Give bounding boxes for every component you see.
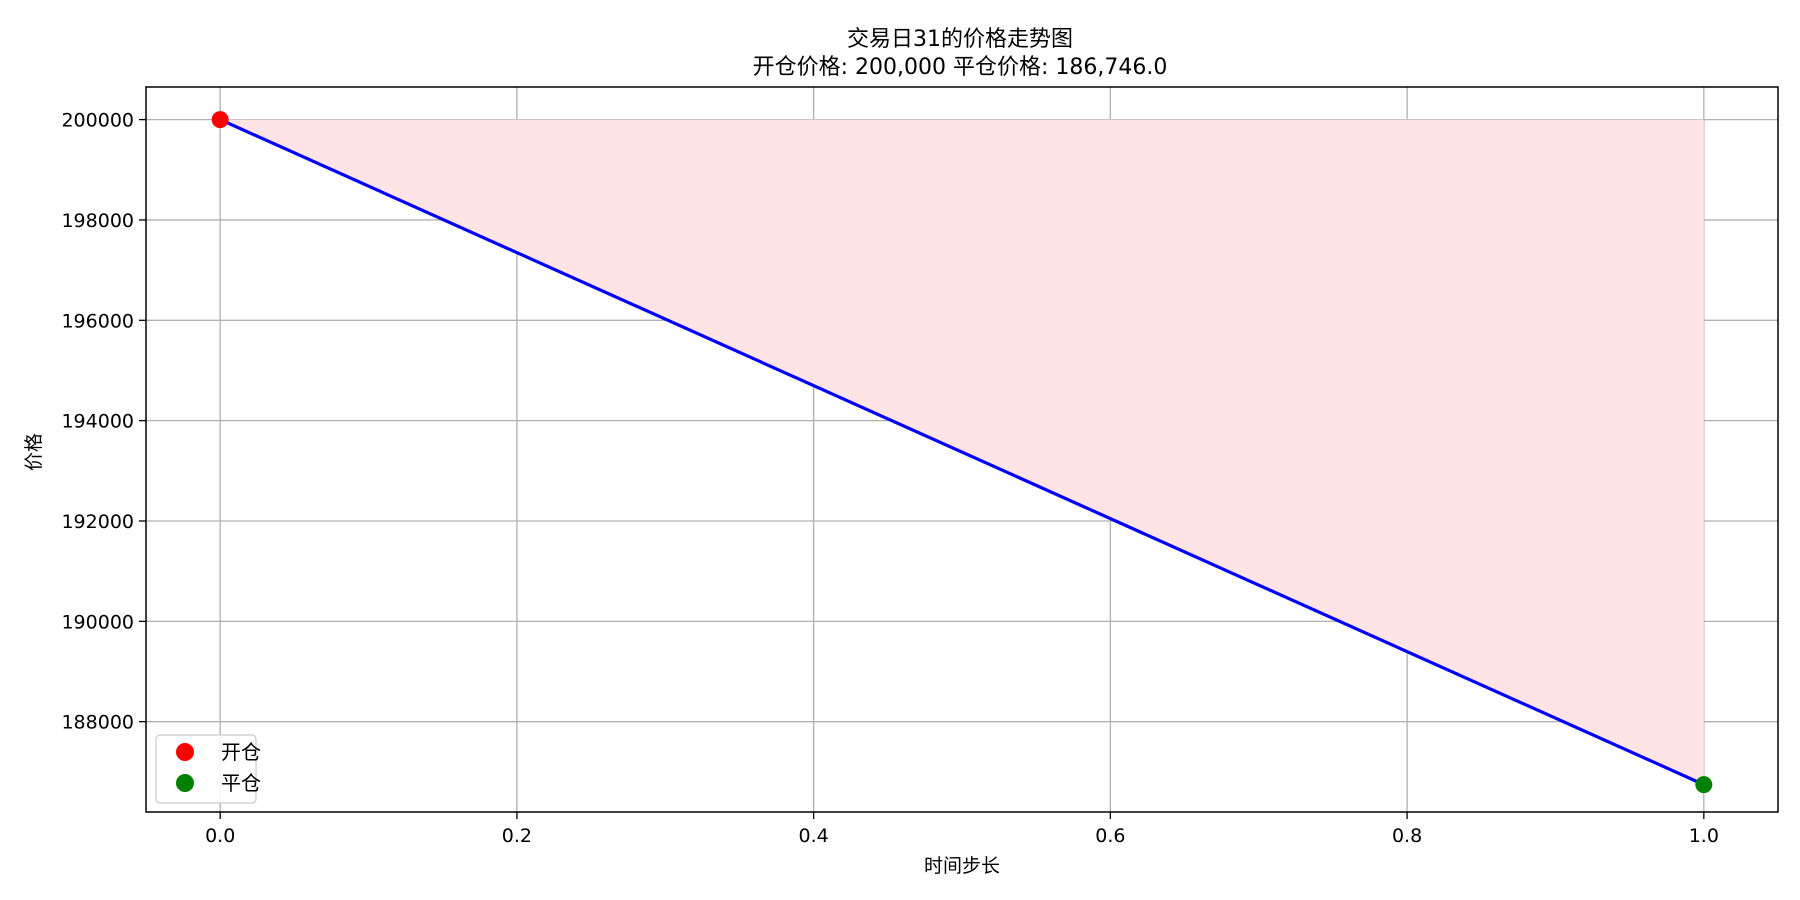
series-layer xyxy=(219,118,1705,787)
x-tick-label-5: 1.0 xyxy=(1689,825,1719,847)
y-axis-label: 价格 xyxy=(23,433,45,471)
price-line-0 xyxy=(219,118,1705,787)
x-tick-label-3: 0.6 xyxy=(1095,825,1125,847)
points-layer xyxy=(211,111,1713,794)
y-tick-label-5: 198000 xyxy=(61,210,134,232)
x-tick-label-4: 0.8 xyxy=(1392,825,1422,847)
chart-subtitle: 开仓价格: 200,000 平仓价格: 186,746.0 xyxy=(753,55,1168,80)
marker-point-1 xyxy=(1695,776,1713,794)
legend-label-1: 平仓 xyxy=(221,771,261,795)
x-axis-ticks: 0.0 0.2 0.4 0.6 0.8 1.0 xyxy=(205,812,1719,847)
x-tick-label-1: 0.2 xyxy=(502,825,532,847)
legend-marker-0 xyxy=(176,743,194,761)
y-tick-label-3: 194000 xyxy=(61,411,134,433)
marker-point-0 xyxy=(211,111,229,129)
x-tick-label-2: 0.4 xyxy=(799,825,829,847)
y-tick-label-4: 196000 xyxy=(61,310,134,332)
x-axis-label: 时间步长 xyxy=(924,855,1000,877)
y-axis-ticks: 188000 190000 192000 194000 196000 198000 2000… xyxy=(61,110,146,734)
x-tick-label-0: 0.0 xyxy=(205,825,235,847)
y-tick-label-6: 200000 xyxy=(61,110,134,132)
chart-title: 交易日31的价格走势图 xyxy=(847,27,1073,52)
plot-frame xyxy=(145,86,1779,813)
legend-marker-1 xyxy=(176,774,194,792)
y-tick-label-2: 192000 xyxy=(61,511,134,533)
legend-label-0: 开仓 xyxy=(221,740,261,764)
y-tick-label-1: 190000 xyxy=(61,611,134,633)
y-tick-label-0: 188000 xyxy=(61,712,134,734)
